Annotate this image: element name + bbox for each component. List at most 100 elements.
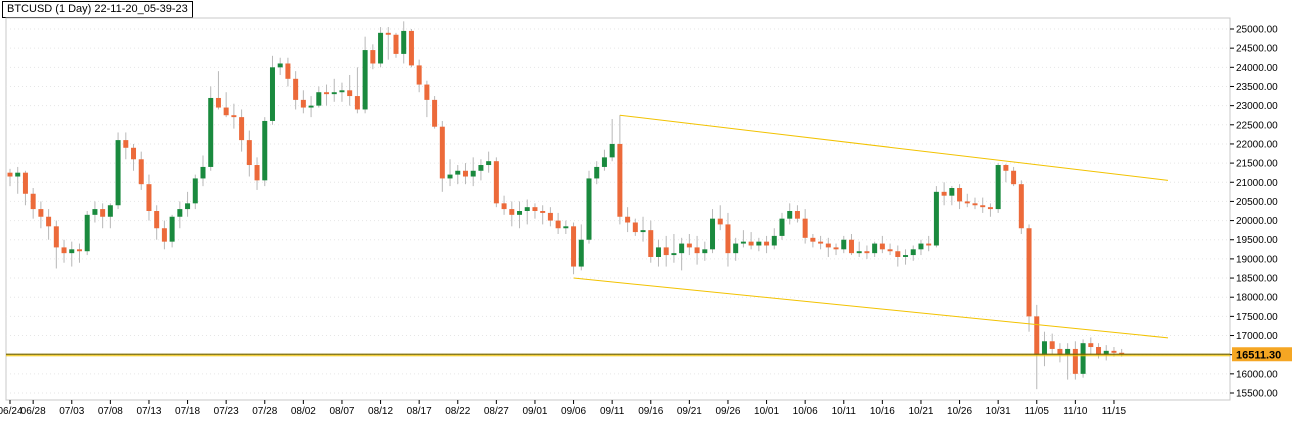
candle — [609, 119, 615, 162]
candle-body — [1096, 347, 1102, 355]
candle-body — [1018, 184, 1024, 229]
candle — [215, 71, 221, 110]
candle-body — [609, 143, 615, 158]
candle-body — [15, 172, 21, 177]
x-tick-label: 08/07 — [329, 406, 354, 417]
candle-body — [432, 99, 438, 127]
candle-body — [92, 209, 98, 215]
candle-body — [841, 239, 847, 250]
candle — [578, 224, 584, 271]
candle — [154, 205, 160, 240]
candle — [879, 235, 885, 254]
candle-body — [524, 207, 530, 211]
y-tick-label: 17000.00 — [1236, 331, 1278, 342]
candle-body — [208, 97, 214, 167]
candle-body — [818, 241, 824, 244]
candle-body — [972, 203, 978, 206]
channel-upper-line — [619, 114, 1169, 181]
candle-body — [1088, 343, 1094, 348]
candle — [802, 209, 808, 244]
candle — [594, 161, 600, 185]
candle — [717, 205, 723, 231]
candle — [995, 163, 1001, 213]
candle — [347, 74, 353, 106]
candle-body — [987, 207, 993, 210]
candle — [964, 193, 970, 208]
candle — [146, 174, 152, 221]
candle — [254, 157, 260, 190]
candle-body — [470, 170, 476, 177]
candle — [362, 36, 368, 114]
candle-body — [347, 90, 353, 97]
candle-body — [61, 247, 67, 254]
y-tick-label: 20000.00 — [1236, 216, 1278, 227]
candle-body — [980, 205, 986, 208]
candle — [941, 182, 947, 206]
candle — [972, 197, 978, 210]
candle — [269, 55, 275, 125]
candle — [679, 237, 685, 271]
x-tick-label: 07/23 — [214, 406, 239, 417]
candle — [671, 233, 677, 263]
x-tick-label: 10/11 — [832, 406, 857, 417]
x-tick-label: 08/17 — [407, 406, 432, 417]
candle — [378, 27, 384, 68]
candle — [46, 209, 52, 240]
x-tick-label: 09/26 — [715, 406, 740, 417]
candle — [131, 143, 137, 171]
candle — [555, 212, 561, 234]
x-tick-label: 09/16 — [638, 406, 663, 417]
candle — [15, 166, 21, 194]
candle — [702, 241, 708, 261]
candle-body — [262, 120, 268, 181]
candle — [424, 80, 430, 118]
candle-body — [378, 32, 384, 64]
candle — [22, 170, 28, 206]
candle — [1034, 304, 1040, 390]
candle — [794, 205, 800, 223]
candle-body — [918, 243, 924, 250]
candle-body — [1065, 348, 1071, 355]
candle — [918, 239, 924, 256]
candle — [748, 232, 754, 250]
candle — [370, 44, 376, 70]
candle — [509, 201, 515, 227]
candle — [655, 239, 661, 267]
candle — [439, 120, 445, 192]
candle-body — [370, 50, 376, 64]
candle-body — [84, 214, 90, 252]
candle-body — [601, 157, 607, 167]
candle-body — [802, 218, 808, 238]
x-tick-label: 11/15 — [1102, 406, 1127, 417]
x-tick-label: 11/05 — [1025, 406, 1050, 417]
candle — [910, 245, 916, 261]
y-tick-label: 15500.00 — [1236, 389, 1278, 400]
candle — [540, 205, 546, 225]
candle — [1072, 341, 1078, 380]
candle-body — [810, 237, 816, 242]
candle — [223, 92, 229, 118]
x-tick-label: 07/08 — [98, 406, 123, 417]
candle — [640, 216, 646, 242]
candle — [200, 155, 206, 187]
candle-body — [547, 212, 553, 221]
y-tick-label: 24500.00 — [1236, 44, 1278, 55]
x-tick-label: 09/06 — [561, 406, 586, 417]
candle — [764, 235, 770, 254]
y-tick-label: 23000.00 — [1236, 101, 1278, 112]
candle-body — [393, 34, 399, 54]
candle-body — [949, 188, 955, 196]
candle — [887, 243, 893, 256]
candle-body — [640, 230, 646, 233]
candle-body — [1026, 228, 1032, 317]
candle — [447, 159, 453, 187]
candle — [601, 149, 607, 171]
candle — [300, 90, 306, 114]
candle-body — [1111, 350, 1117, 353]
candle-body — [146, 184, 152, 211]
candle-body — [339, 90, 345, 93]
candle — [7, 168, 13, 187]
candle — [393, 32, 399, 58]
candle-body — [239, 117, 245, 141]
channel-lower-line — [573, 277, 1169, 339]
